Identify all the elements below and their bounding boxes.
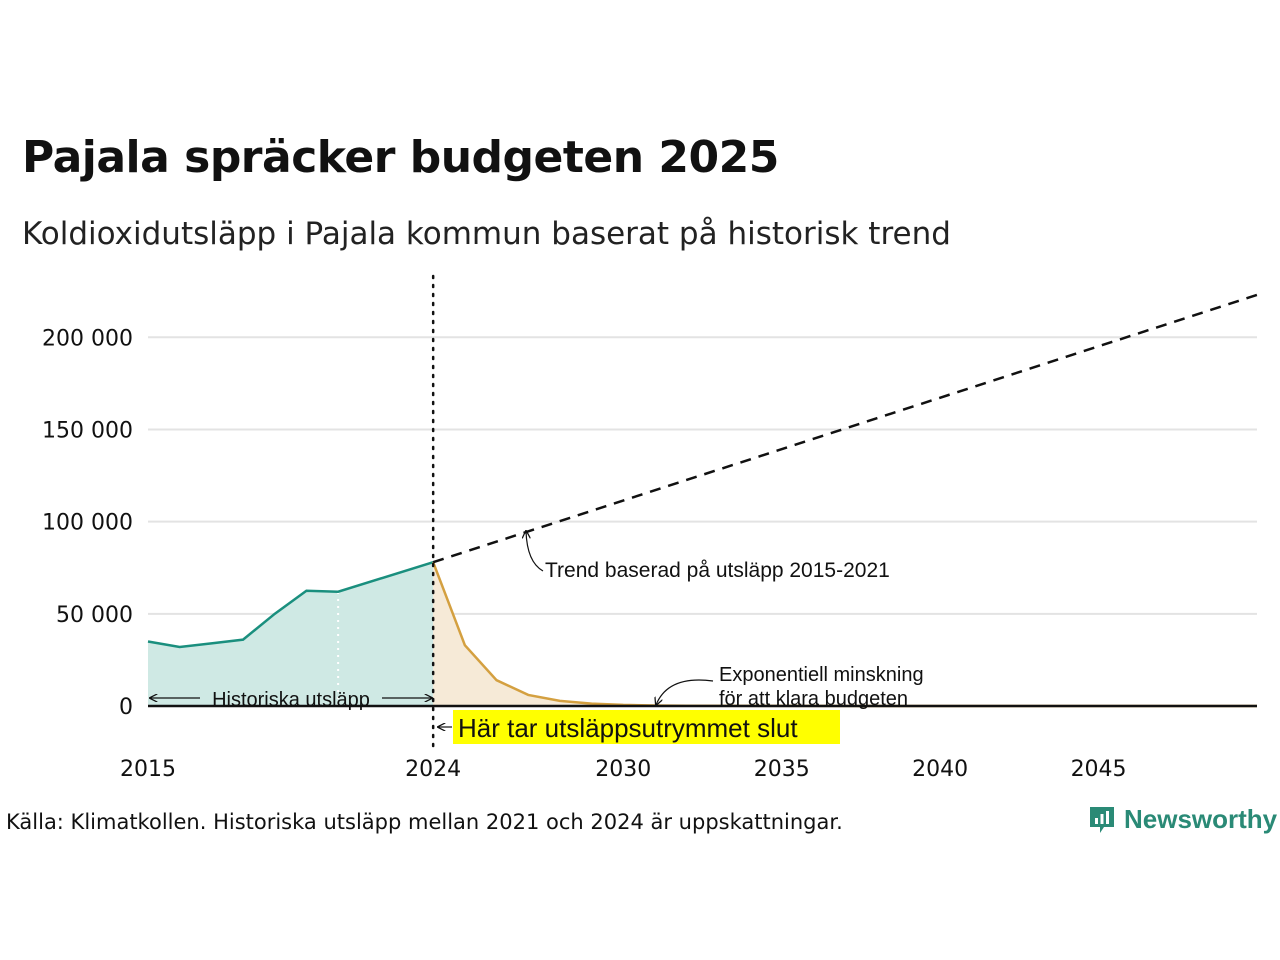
chart-title: Pajala spräcker budgeten 2025 [22,132,779,183]
area-fills [148,562,1258,706]
budget-end-label: Här tar utsläppsutrymmet slut [458,713,798,743]
decline-label-line1: Exponentiell minskning [719,664,924,686]
y-tick-label: 200 000 [42,326,133,351]
budget-end-highlight [453,710,840,744]
y-tick-label: 50 000 [56,603,133,628]
historical-line [147,561,434,649]
trend-label: Trend baserad på utsläpp 2015-2021 [545,559,890,582]
brand-logo[interactable]: Newsworthy [1088,804,1277,835]
decline-arrow [656,679,714,705]
newsworthy-logo-icon [1090,806,1114,833]
x-tick-label: 2024 [405,757,461,782]
y-tick-label: 100 000 [42,511,133,536]
x-tick-label: 2035 [754,757,810,782]
trend-arrow [526,531,544,572]
decline-label-line2: för att klara budgeten [719,688,908,710]
source-note: Källa: Klimatkollen. Historiska utsläpp … [6,810,843,834]
axes: 0 50 000 100 000 150 000 200 000 2015 2024 2030… [42,274,1257,782]
decline-area [433,562,1258,706]
annotations: Historiska utsläpp Här tar utsläppsutrymm… [150,531,924,744]
x-tick-label: 2045 [1071,757,1127,782]
chart-subtitle: Koldioxidutsläpp i Pajala kommun baserat… [22,216,951,252]
emissions-chart: 0 50 000 100 000 150 000 200 000 2015 2024 2030… [42,274,1258,782]
historical-area [148,562,434,706]
x-tick-label: 2040 [912,757,968,782]
y-tick-label: 150 000 [42,418,133,443]
brand-name: Newsworthy [1124,804,1278,834]
x-tick-label: 2015 [120,757,176,782]
historical-label: Historiska utsläpp [212,689,370,711]
x-tick-label: 2030 [595,757,651,782]
y-tick-label: 0 [119,695,133,720]
